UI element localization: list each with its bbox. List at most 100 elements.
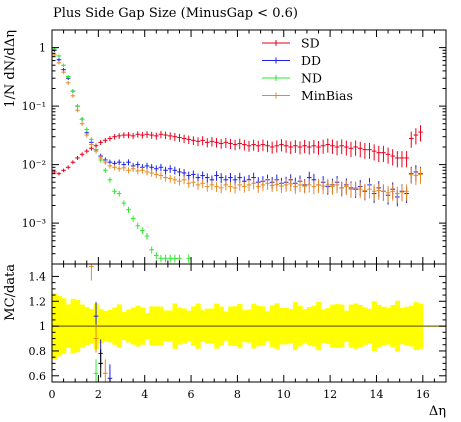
series-minbias-point (218, 183, 224, 194)
main-y-tick-label: 10⁻³ (22, 217, 46, 230)
x-axis-label: Δη (429, 404, 446, 419)
x-tick-label: 4 (141, 388, 148, 401)
series-sd-point (112, 134, 117, 140)
series-sd-point (98, 140, 103, 145)
series-sd-point (371, 144, 377, 161)
x-tick-label: 14 (369, 388, 383, 401)
series-sd-point (163, 131, 168, 140)
series-sd-point (126, 132, 131, 139)
series-minbias-point (283, 179, 289, 192)
series-sd-point (334, 140, 340, 156)
x-tick-label: 2 (95, 388, 102, 401)
legend-item-dd: DD (262, 53, 321, 68)
series-sd-point (228, 138, 233, 150)
series-sd-point (385, 147, 391, 164)
series-minbias-point (209, 180, 215, 191)
series-sd-point (339, 139, 345, 155)
series-dd-point (177, 168, 182, 177)
series-sd-point (130, 132, 136, 140)
ratio-y-tick-label: 0.6 (29, 370, 47, 383)
series-nd-point (107, 177, 113, 183)
series-minbias-point (135, 167, 141, 175)
series-minbias-point (404, 184, 409, 201)
series-sd-point (79, 152, 85, 157)
ratio-points (89, 264, 113, 382)
series-minbias-point (237, 180, 243, 191)
series-minbias-point (385, 185, 391, 203)
series-minbias-point (413, 168, 419, 185)
main-plot-points (52, 47, 423, 263)
series-sd-point (65, 165, 71, 170)
series-minbias-point (107, 163, 113, 169)
series-sd-point (237, 138, 243, 150)
series-nd-point (158, 254, 164, 263)
series-sd-point (153, 132, 159, 140)
series-nd-point (144, 232, 150, 240)
series-nd-point (149, 246, 154, 254)
series-dd-point (214, 171, 219, 181)
series-nd-point (65, 74, 71, 79)
series-minbias-points (52, 53, 423, 203)
series-sd-point (306, 141, 312, 155)
series-sd-point (255, 140, 261, 153)
series-sd-point (186, 135, 192, 144)
series-dd-point (204, 173, 210, 183)
series-minbias-point (408, 167, 414, 184)
ratio-y-axis-label: MC/data (3, 264, 18, 321)
series-sd-point (344, 140, 349, 156)
series-minbias-point (103, 159, 108, 165)
series-nd-point (121, 200, 127, 207)
ratio-point (89, 264, 94, 281)
series-sd-point (75, 155, 80, 161)
series-minbias-point (149, 169, 154, 177)
series-sd-point (390, 149, 395, 166)
series-sd-point (274, 140, 280, 153)
series-sd-point (302, 139, 307, 154)
series-sd-point (413, 128, 419, 145)
series-nd-point (167, 254, 173, 263)
series-minbias-point (279, 180, 284, 193)
series-minbias-point (293, 181, 298, 194)
series-minbias-point (399, 185, 405, 202)
ratio-plot-panel: 0.6 0.8 1 1.2 1.4 0 2 4 6 8 10 12 14 16 (29, 263, 447, 401)
series-minbias-point (362, 183, 368, 200)
series-sd-point (232, 139, 238, 151)
series-sd-point (399, 151, 405, 168)
series-nd-point (140, 227, 145, 234)
main-y-ticks: 1 10⁻¹ 10⁻² 10⁻³ (22, 29, 446, 265)
series-sd-point (242, 139, 247, 151)
series-nd-point (116, 190, 122, 197)
series-minbias-point (255, 181, 261, 193)
series-sd-point (325, 138, 331, 153)
series-dd-point (200, 171, 205, 181)
series-minbias-point (112, 164, 117, 171)
series-nd-point (75, 104, 80, 109)
x-tick-label: 6 (188, 388, 195, 401)
x-tick-label: 0 (49, 388, 56, 401)
legend-label: MinBias (301, 88, 353, 103)
ratio-point (93, 324, 99, 353)
series-minbias-point (325, 178, 331, 193)
series-sd-point (353, 140, 358, 156)
series-sd-point (362, 142, 368, 159)
series-sd-point (404, 151, 409, 168)
series-sd-point (158, 130, 164, 139)
series-dd-point (126, 159, 131, 166)
series-sd-point (357, 141, 363, 158)
series-sd-point (348, 141, 354, 158)
series-minbias-point (195, 180, 201, 190)
legend-item-minbias: MinBias (262, 88, 353, 103)
series-sd-point (265, 140, 270, 153)
series-sd-point (177, 133, 182, 142)
series-nd-point (89, 137, 94, 142)
legend-label: DD (301, 53, 321, 68)
series-sd-point (107, 135, 113, 142)
series-sd-point (149, 131, 154, 139)
ratio-y-ticks: 0.6 0.8 1 1.2 1.4 (29, 270, 446, 383)
series-minbias-point (367, 182, 372, 199)
series-minbias-point (144, 168, 150, 176)
series-minbias-point (65, 81, 71, 85)
main-y-tick-label: 10⁻² (22, 159, 46, 172)
series-sd-point (191, 136, 196, 146)
